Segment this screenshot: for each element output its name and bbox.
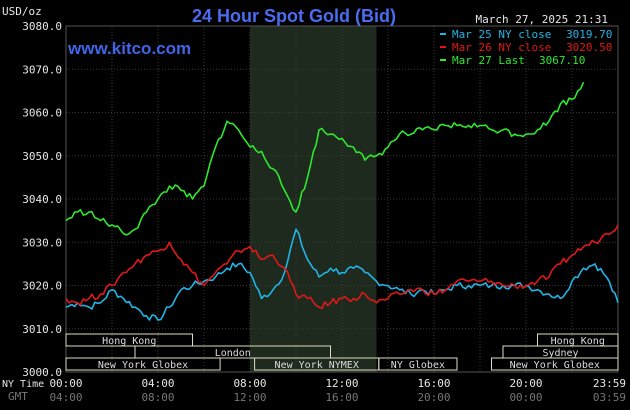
legend: Mar 25 NY close 3019.70 Mar 26 NY close … [440,28,612,67]
y-tick-label: 3050.0 [22,150,62,163]
x-tick-label-ny: 04:00 [141,377,174,390]
y-tick-label: 3070.0 [22,63,62,76]
x-tick-label-ny: 08:00 [233,377,266,390]
nymex-session-band [250,26,377,372]
market-label: Sydney [542,348,578,359]
market-label: Hong Kong [551,336,605,347]
plot-frame [65,25,619,373]
market-bar [378,357,458,371]
market-bar [65,357,221,371]
legend-swatch-mar26 [440,46,446,48]
x-tick-label-gmt: 03:59 [593,391,626,404]
x-axis-gmt-label: GMT [8,390,28,403]
market-label: New York Globex [510,360,600,371]
legend-mar25-value: 3019.70 [566,28,612,41]
series-line-3 [65,81,585,236]
legend-mar27-label: Mar 27 Last [452,54,525,67]
legend-mar25-label: Mar 25 NY close [452,28,551,41]
x-tick-label-ny: 23:59 [593,377,626,390]
y-tick-label: 3010.0 [22,323,62,336]
market-label: New York Globex [98,360,188,371]
x-tick-label-gmt: 12:00 [233,391,266,404]
y-tick-label: 3000.0 [22,366,62,379]
market-bar [491,357,619,371]
market-label: Hong Kong [102,336,156,347]
y-tick-label: 3080.0 [22,20,62,33]
legend-mar26-value: 3020.50 [566,41,612,54]
market-label: NY Globex [391,360,445,371]
market-label: New York NYMEX [275,360,359,371]
y-tick-label: 3040.0 [22,193,62,206]
x-tick-label-ny: 12:00 [325,377,358,390]
y-tick-label: 3020.0 [22,280,62,293]
x-tick-label-gmt: 20:00 [417,391,450,404]
x-tick-label-ny: 16:00 [417,377,450,390]
website-label: www.kitco.com [67,39,191,58]
market-bar [134,345,331,359]
legend-mar26-label: Mar 26 NY close [452,41,551,54]
series-line-2 [65,224,619,310]
x-tick-label-gmt: 00:00 [509,391,542,404]
x-tick-label-gmt: 16:00 [325,391,358,404]
x-tick-label-gmt: 08:00 [141,391,174,404]
y-tick-label: 3030.0 [22,236,62,249]
y-tick-label: 3060.0 [22,107,62,120]
x-tick-label-ny: 20:00 [509,377,542,390]
market-label: London [215,348,251,359]
x-tick-label-ny: 00:00 [49,377,82,390]
timestamp: March 27, 2025 21:31 [476,13,608,26]
market-bar [65,333,193,347]
legend-mar27-value: 3067.10 [539,54,585,67]
y-axis-label: USD/oz [2,5,42,18]
chart-title: 24 Hour Spot Gold (Bid) [192,6,396,26]
x-tick-label-gmt: 04:00 [49,391,82,404]
legend-swatch-mar27 [440,59,446,61]
legend-swatch-mar25 [440,33,446,35]
x-axis-ny-label: NY Time [2,379,44,390]
